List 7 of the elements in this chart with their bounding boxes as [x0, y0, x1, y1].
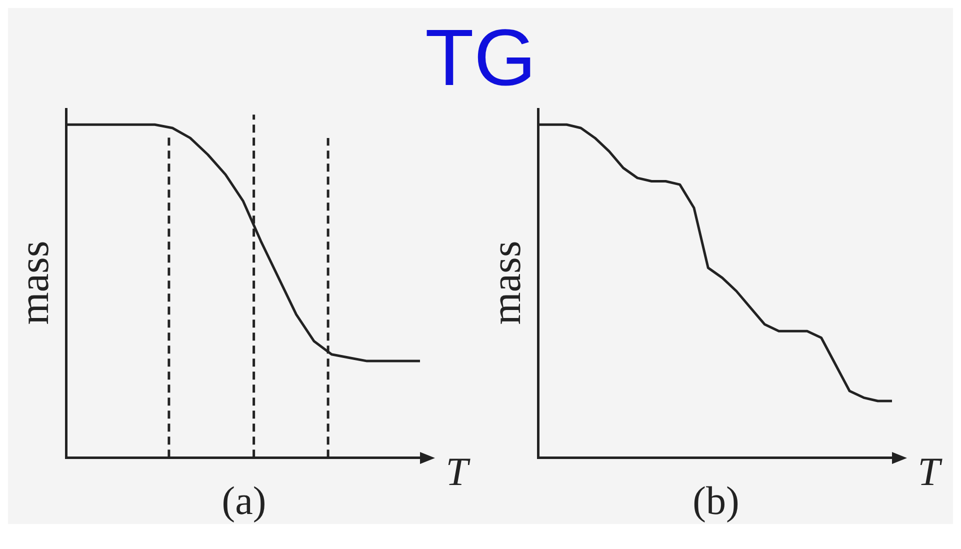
- x-axis-title: T: [918, 448, 944, 496]
- x-axis-title: T: [446, 448, 472, 496]
- y-axis-title: mass: [12, 240, 58, 325]
- text: (a): [222, 478, 266, 524]
- text: (b): [692, 478, 740, 524]
- y-axis-title: mass: [484, 240, 530, 325]
- chart-title: TG: [424, 12, 538, 104]
